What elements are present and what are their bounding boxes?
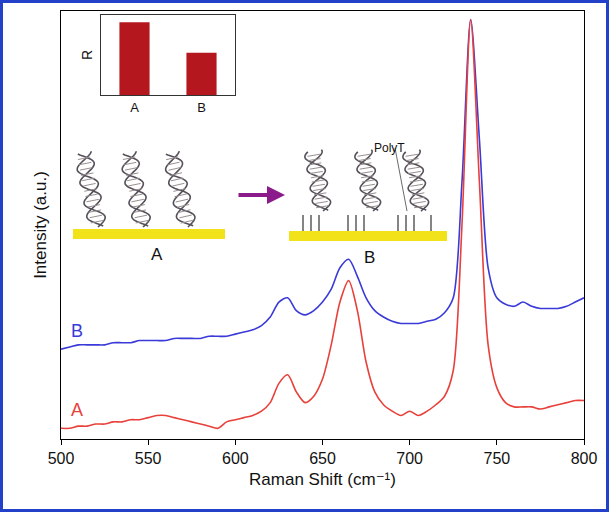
svg-text:550: 550: [135, 450, 162, 467]
svg-text:800: 800: [571, 450, 598, 467]
svg-text:B: B: [197, 100, 206, 115]
svg-text:A: A: [71, 400, 83, 420]
svg-text:750: 750: [483, 450, 510, 467]
svg-text:Raman Shift (cm⁻¹): Raman Shift (cm⁻¹): [249, 470, 396, 489]
svg-text:600: 600: [222, 450, 249, 467]
svg-text:A: A: [130, 100, 139, 115]
svg-text:A: A: [151, 245, 163, 264]
svg-text:R: R: [79, 50, 95, 60]
svg-text:700: 700: [396, 450, 423, 467]
svg-text:500: 500: [48, 450, 75, 467]
svg-text:Intensity (a.u.): Intensity (a.u.): [31, 171, 50, 279]
svg-text:B: B: [71, 321, 83, 341]
svg-text:B: B: [364, 248, 375, 267]
svg-text:650: 650: [309, 450, 336, 467]
svg-text:PolyT: PolyT: [374, 141, 405, 155]
